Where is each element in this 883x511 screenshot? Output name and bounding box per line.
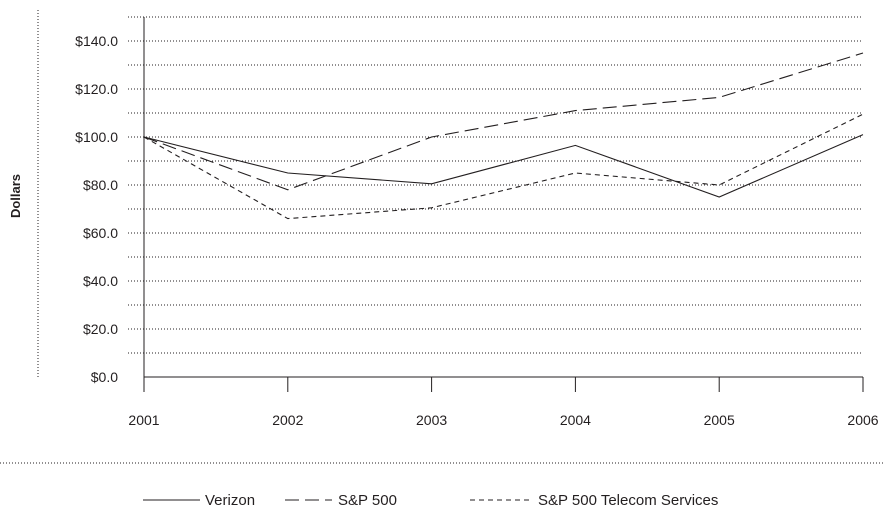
- legend-label: S&P 500 Telecom Services: [538, 492, 718, 509]
- legend-label: Verizon: [205, 492, 255, 509]
- x-axis: 2001 2002 2003 2004 2005 2006: [128, 17, 879, 428]
- series-line: [143, 52, 864, 191]
- series-line: [143, 113, 864, 220]
- series-line: [143, 134, 864, 198]
- gridlines: [128, 16, 863, 354]
- x-tick-label: 2006: [847, 412, 878, 428]
- legend-label: S&P 500: [338, 492, 397, 509]
- x-tick-label: 2005: [704, 412, 735, 428]
- x-tick-label: 2004: [560, 412, 591, 428]
- y-tick-label: $140.0: [75, 33, 118, 49]
- y-axis-label: Dollars: [8, 174, 23, 218]
- y-tick-label: $100.0: [75, 129, 118, 145]
- x-tick-label: 2003: [416, 412, 447, 428]
- y-tick-label: $20.0: [83, 321, 118, 337]
- y-tick-label: $0.0: [91, 369, 118, 385]
- legend: Verizon S&P 500 S&P 500 Telecom Services: [143, 492, 718, 509]
- x-tick-label: 2001: [128, 412, 159, 428]
- series-lines: [143, 52, 864, 220]
- y-tick-label: $80.0: [83, 177, 118, 193]
- y-axis-ticks: $0.0 $20.0 $40.0 $60.0 $80.0 $100.0 $120.0 $140…: [75, 33, 118, 385]
- x-tick-label: 2002: [272, 412, 303, 428]
- y-tick-label: $60.0: [83, 225, 118, 241]
- y-tick-label: $120.0: [75, 81, 118, 97]
- y-tick-label: $40.0: [83, 273, 118, 289]
